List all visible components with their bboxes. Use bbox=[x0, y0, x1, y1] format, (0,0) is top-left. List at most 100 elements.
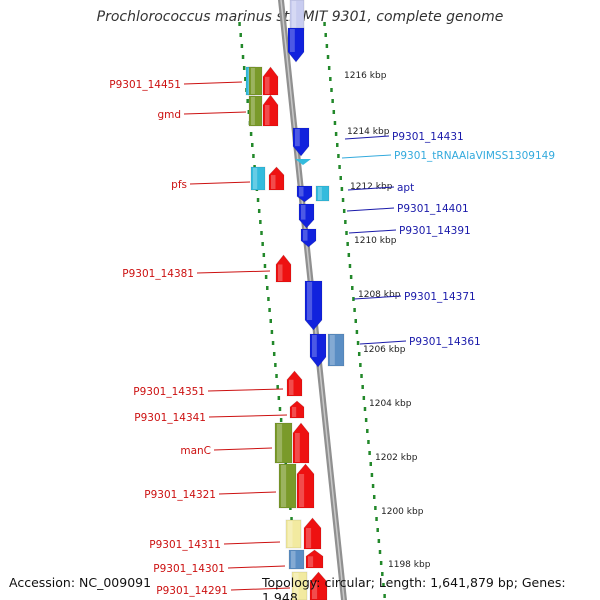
left-track-tick bbox=[263, 264, 267, 268]
right-track-tick bbox=[369, 462, 373, 466]
left-track-tick bbox=[246, 99, 249, 103]
genome-summary-text: Topology: circular; Length: 1,641,879 bp… bbox=[262, 575, 566, 600]
left-track-tick bbox=[276, 385, 279, 389]
left-track-tick bbox=[251, 143, 254, 147]
right-track-tick bbox=[325, 44, 329, 48]
right-label-leader bbox=[344, 135, 390, 140]
feature-box bbox=[291, 571, 308, 600]
left-track-tick bbox=[252, 154, 255, 158]
right-track-tick bbox=[330, 88, 333, 92]
left-track-tick bbox=[270, 330, 274, 334]
right-track-tick bbox=[383, 594, 386, 598]
left-gene-label: P9301_14351 bbox=[133, 386, 205, 398]
left-label-leader bbox=[213, 447, 273, 451]
left-track-tick bbox=[256, 198, 260, 202]
right-track-tick bbox=[370, 473, 374, 477]
left-track-tick bbox=[266, 286, 269, 290]
left-track-tick bbox=[249, 132, 253, 136]
reverse-gene-arrow-shade bbox=[312, 335, 317, 357]
forward-gene-arrow-shade bbox=[278, 264, 283, 281]
feature-box-shade bbox=[288, 521, 293, 547]
reverse-gene-arrow bbox=[309, 333, 327, 368]
forward-gene-arrow bbox=[303, 517, 322, 550]
left-track-tick bbox=[242, 66, 246, 70]
reverse-gene-arrow-shade bbox=[303, 230, 308, 241]
left-label-leader bbox=[230, 587, 291, 591]
scale-label: 1198 kbp bbox=[388, 560, 431, 570]
forward-gene-arrow-shade bbox=[271, 175, 276, 189]
reverse-gene-arrow-shade bbox=[295, 129, 300, 147]
forward-gene-arrow bbox=[262, 66, 279, 96]
right-track-tick bbox=[361, 385, 364, 389]
left-gene-label: P9301_14301 bbox=[153, 563, 225, 575]
feature-box-shade bbox=[294, 573, 299, 599]
scale-label: 1206 kbp bbox=[363, 345, 406, 355]
right-track-tick bbox=[347, 253, 351, 257]
right-gene-label: P9301_14431 bbox=[392, 131, 464, 143]
left-track-tick bbox=[290, 517, 293, 521]
left-gene-label: P9301_14381 bbox=[122, 268, 194, 280]
feature-box bbox=[288, 549, 305, 570]
feature-box-shade bbox=[251, 97, 255, 125]
right-label-leader bbox=[353, 295, 402, 300]
feature-box-shade bbox=[251, 68, 255, 94]
left-track-tick bbox=[259, 220, 262, 224]
left-track-tick bbox=[238, 22, 241, 26]
trna-marker bbox=[295, 159, 311, 165]
left-track-tick bbox=[279, 418, 283, 422]
right-track-tick bbox=[354, 319, 357, 323]
reverse-gene-arrow-shade bbox=[301, 205, 306, 220]
forward-gene-arrow-shade bbox=[299, 474, 305, 507]
right-track-tick bbox=[378, 550, 382, 554]
right-track-tick bbox=[329, 77, 332, 81]
right-track-tick bbox=[372, 495, 376, 499]
forward-gene-arrow bbox=[286, 370, 303, 397]
reverse-gene-arrow bbox=[292, 127, 310, 157]
feature-box-shade bbox=[330, 335, 335, 365]
right-track-tick bbox=[326, 55, 330, 59]
feature-box bbox=[278, 463, 297, 509]
left-label-leader bbox=[196, 270, 271, 274]
right-track-tick bbox=[340, 187, 344, 191]
right-track-tick bbox=[364, 418, 368, 422]
forward-gene-arrow-shade bbox=[265, 76, 270, 94]
right-track-tick bbox=[348, 264, 352, 268]
left-track-tick bbox=[272, 352, 276, 356]
left-track-tick bbox=[278, 407, 282, 411]
feature-box bbox=[248, 66, 263, 96]
scale-label: 1216 kbp bbox=[344, 71, 387, 81]
feature-box-shade bbox=[291, 551, 296, 568]
right-track-tick bbox=[352, 297, 355, 301]
right-track-tick bbox=[377, 539, 381, 543]
reverse-gene-arrow bbox=[300, 228, 317, 248]
forward-gene-arrow-shade bbox=[306, 528, 312, 548]
left-label-leader bbox=[207, 388, 284, 392]
right-track-tick bbox=[351, 286, 354, 290]
right-track-tick bbox=[363, 407, 367, 411]
forward-gene-arrow bbox=[262, 94, 279, 127]
scale-label: 1214 kbp bbox=[347, 127, 390, 137]
right-gene-label: apt bbox=[397, 182, 414, 194]
forward-gene-arrow bbox=[309, 571, 328, 600]
feature-box-shade bbox=[292, 1, 297, 29]
right-track-tick bbox=[338, 165, 341, 169]
left-label-leader bbox=[189, 181, 251, 185]
left-gene-label: P9301_14341 bbox=[134, 412, 206, 424]
right-track-tick bbox=[342, 209, 346, 213]
right-track-tick bbox=[381, 572, 384, 576]
right-track-tick bbox=[375, 517, 378, 521]
right-track-tick bbox=[357, 352, 361, 356]
right-label-leader bbox=[346, 207, 395, 212]
forward-gene-arrow bbox=[296, 463, 315, 509]
forward-gene-arrow bbox=[289, 400, 305, 419]
left-track-tick bbox=[241, 55, 245, 59]
right-track-tick bbox=[344, 220, 347, 224]
left-track-tick bbox=[261, 242, 264, 246]
right-label-leader bbox=[347, 186, 395, 191]
right-track-tick bbox=[379, 561, 383, 565]
right-track-tick bbox=[360, 374, 363, 378]
reverse-gene-arrow-shade bbox=[299, 187, 304, 197]
left-label-leader bbox=[183, 81, 243, 85]
